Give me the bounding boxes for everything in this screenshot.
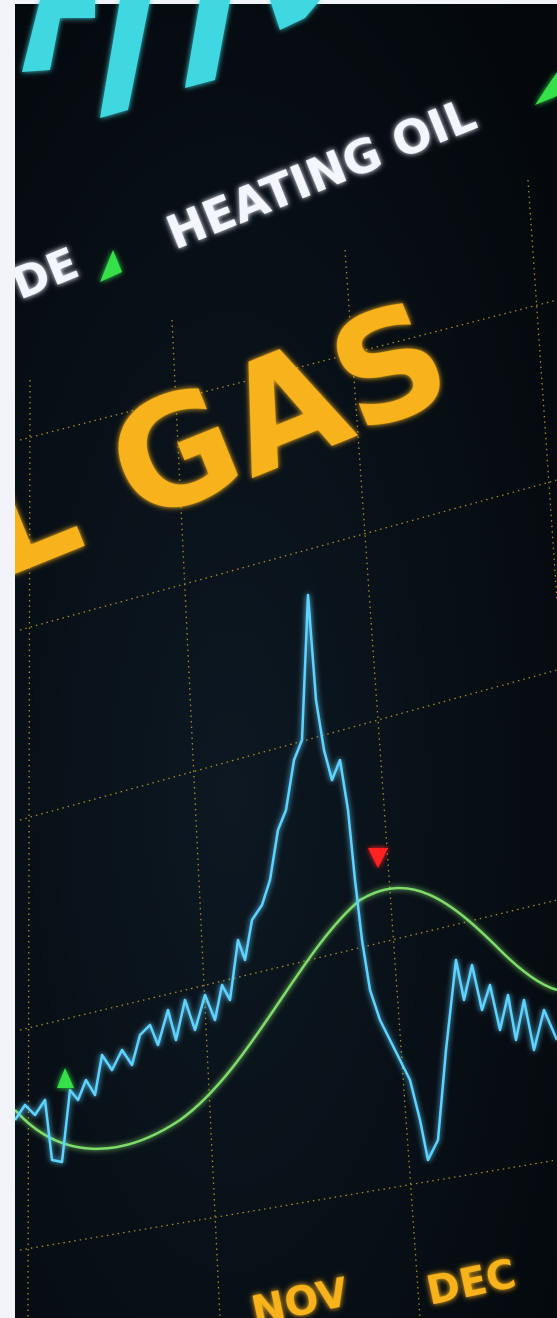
page-margin [0, 0, 15, 1318]
grid [19, 179, 557, 1318]
down-arrow [368, 848, 388, 868]
up-arrow [100, 250, 122, 282]
up-arrow [535, 72, 557, 105]
up-arrow [57, 1068, 74, 1088]
price-line [13, 593, 557, 1164]
photo-background [15, 4, 557, 1318]
average-line [14, 886, 557, 1151]
top-letters [22, 0, 320, 118]
